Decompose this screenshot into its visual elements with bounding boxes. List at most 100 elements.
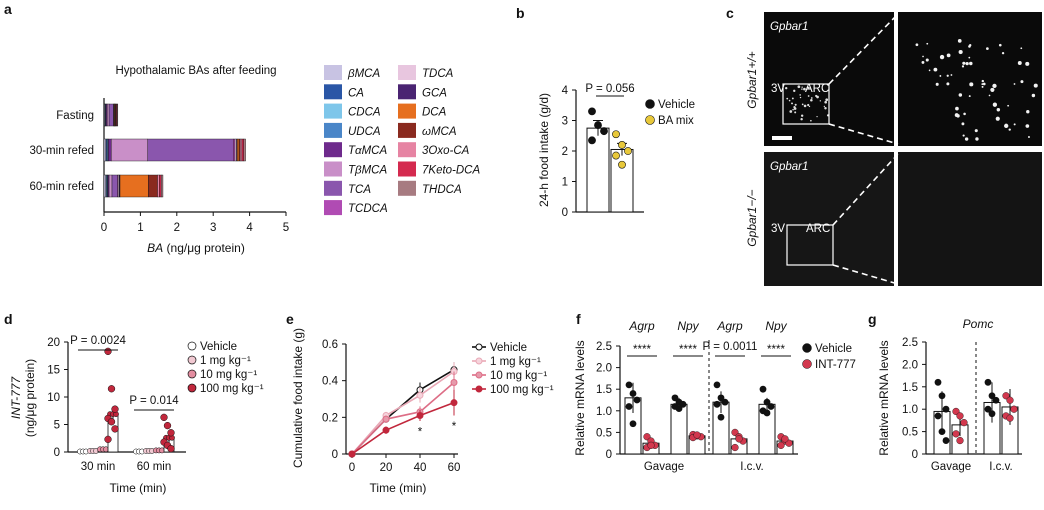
f-legend-marker — [802, 359, 812, 369]
c-signal-dot — [939, 75, 942, 77]
a-bar-segment — [111, 138, 148, 162]
d-legend-marker — [187, 355, 197, 365]
c-signal-dot — [791, 102, 793, 105]
c-signal-dot — [1008, 128, 1011, 131]
d-y-tick-label: 20 — [47, 337, 60, 349]
panel-c-microscopy: Gpbar1+/+ Gpbar1−/− Gpbar1 Gpbar1 3V ARC… — [745, 12, 1042, 286]
a-bar-segment — [116, 103, 119, 127]
panel-e-xlabel: Time (min) — [370, 481, 427, 495]
panel-f-plot-area: 0 0.5 1.0 1.5 2.0 2.5 Agrp **** Npy **** Agrp P = 0… — [596, 319, 856, 473]
f-gene-label: Agrp — [716, 319, 743, 333]
c-signal-dot — [981, 85, 984, 88]
a-bar-segment — [108, 103, 114, 127]
d-data-point — [167, 445, 175, 453]
b-y-tick-label: 1 — [562, 177, 568, 189]
c-signal-dot — [955, 106, 959, 111]
g-data-point — [988, 392, 996, 400]
f-significance-annotation: **** — [679, 344, 697, 356]
f-y-tick-label: 0.5 — [596, 427, 612, 439]
g-group-label: Gavage — [931, 461, 971, 473]
f-data-point — [713, 400, 721, 408]
a-legend-label: TDCA — [422, 68, 454, 80]
c-signal-dot — [799, 96, 802, 99]
g-data-point — [1002, 392, 1010, 400]
a-legend-swatch — [398, 65, 416, 80]
e-legend-marker — [475, 371, 483, 379]
c-signal-dot — [810, 119, 812, 122]
d-y-tick-label: 5 — [54, 420, 60, 432]
g-group-label: I.c.v. — [989, 461, 1012, 473]
a-legend-label: GCA — [422, 87, 447, 99]
panel-g-ylabel: Relative mRNA levels — [877, 340, 891, 455]
a-category-label: 30-min refed — [29, 145, 94, 157]
c-signal-dot — [1020, 47, 1023, 50]
g-data-point — [952, 430, 960, 438]
g-data-point — [956, 412, 964, 420]
d-data-point — [163, 421, 172, 430]
b-y-tick-label: 2 — [562, 146, 568, 158]
e-series-line — [351, 370, 455, 455]
g-data-point — [934, 412, 942, 420]
c-signal-dot — [939, 54, 945, 60]
d-data-point — [104, 347, 112, 356]
panel-c-scale-bar — [772, 136, 792, 140]
b-legend-label: BA mix — [658, 115, 694, 127]
c-signal-dot — [799, 94, 801, 96]
f-y-tick-label: 0 — [606, 449, 612, 461]
panel-e-ylabel: Cumulative food intake (g) — [291, 328, 305, 468]
a-legend-swatch — [324, 65, 342, 80]
d-data-point — [107, 385, 116, 393]
b-legend-marker — [645, 99, 655, 109]
c-signal-dot — [801, 103, 804, 106]
c-signal-dot — [981, 79, 985, 83]
d-legend-marker — [187, 341, 197, 351]
panel-b-plot-area: 0 1 2 3 4 Vehicle BA mix P = 0.056 — [562, 83, 696, 219]
d-p-value: P = 0.0024 — [70, 335, 126, 347]
panel-c-bottom-zoom-line-1 — [832, 153, 899, 226]
f-significance-annotation: **** — [633, 344, 651, 356]
panel-e-plot-area: 0 0.2 0.4 0.6 0 20 40 60 Vehicle 1 mg kg⁻¹ 10 mg k… — [322, 339, 554, 474]
c-signal-dot — [957, 38, 962, 43]
e-significance-star: * — [452, 421, 457, 433]
c-signal-dot — [810, 98, 813, 102]
a-bar-segment — [233, 138, 236, 162]
panel-d-ylabel-rest: (ng/μg protein) — [23, 359, 37, 437]
a-legend-swatch — [398, 84, 416, 100]
c-signal-dot — [965, 61, 969, 66]
d-y-tick-label: 15 — [47, 365, 60, 377]
d-legend-marker — [187, 369, 197, 379]
a-legend-swatch — [398, 103, 416, 119]
panel-d-ylabel: INT-777 — [9, 376, 23, 420]
e-y-tick-label: 0.6 — [322, 339, 338, 351]
c-signal-dot — [1033, 83, 1038, 88]
a-bar-segment — [103, 138, 107, 162]
f-legend-label: INT-777 — [815, 359, 856, 371]
a-bar-segment — [107, 103, 110, 127]
a-legend-label: TβMCA — [348, 165, 387, 177]
d-legend-label: 1 mg kg⁻¹ — [200, 355, 251, 367]
c-signal-dot — [921, 60, 925, 64]
e-legend-label: 10 mg kg⁻¹ — [490, 370, 547, 382]
panel-label-d: d — [4, 311, 13, 327]
g-data-point — [942, 405, 950, 413]
c-signal-dot — [807, 103, 810, 107]
a-bar-segment — [108, 174, 113, 198]
c-signal-dot — [962, 61, 966, 65]
a-bar-segment — [148, 174, 158, 198]
a-legend-label: CDCA — [348, 107, 381, 119]
e-series-line — [351, 381, 455, 455]
c-signal-dot — [958, 49, 963, 55]
a-x-tick-label: 5 — [283, 222, 289, 234]
panel-a-xlabel-rest: (ng/μg protein) — [163, 241, 245, 255]
d-data-point — [160, 413, 168, 422]
c-signal-dot — [992, 102, 998, 107]
c-signal-dot — [801, 86, 803, 88]
a-legend-swatch — [324, 180, 342, 196]
b-legend-label: Vehicle — [658, 99, 695, 111]
b-data-point — [594, 121, 602, 129]
e-y-tick-label: 0.4 — [322, 376, 339, 388]
g-y-tick-label: 1.0 — [902, 404, 918, 416]
f-data-point — [675, 405, 683, 413]
image-top-right — [898, 12, 1042, 146]
